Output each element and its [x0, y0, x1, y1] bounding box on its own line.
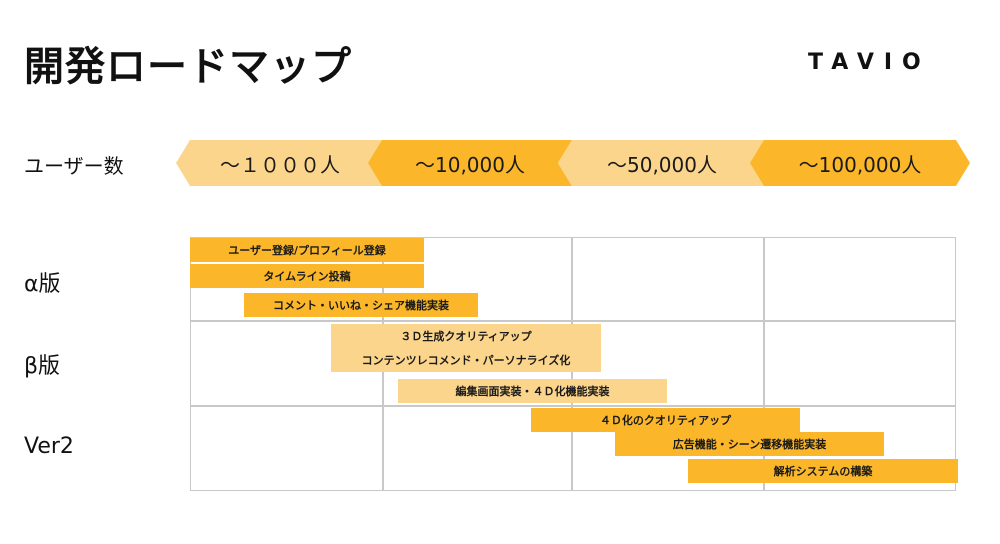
task-bar: ３Ｄ生成クオリティアップ	[331, 324, 601, 348]
task-label: ユーザー登録/プロフィール登録	[228, 244, 386, 257]
user-stage-3: ～50,000人	[558, 140, 766, 186]
user-stage-4-label: ～100,000人	[798, 152, 922, 177]
task-label: コンテンツレコメンド・パーソナライズ化	[361, 354, 571, 367]
grid-divider-h2	[191, 405, 955, 407]
task-label: 広告機能・シーン遷移機能実装	[672, 438, 827, 451]
users-label: ユーザー数	[24, 154, 124, 178]
task-label: 解析システムの構築	[773, 465, 873, 478]
user-stage-1: ～１０００人	[176, 140, 384, 186]
task-bar: 編集画面実装・４Ｄ化機能実装	[398, 379, 667, 403]
user-stage-3-label: ～50,000人	[607, 152, 717, 177]
row-label-alpha: α版	[24, 272, 61, 297]
task-bar: タイムライン投稿	[190, 264, 424, 288]
task-bar: コメント・いいね・シェア機能実装	[244, 293, 478, 317]
row-label-beta: β版	[24, 354, 61, 379]
user-stage-1-label: ～１０００人	[220, 152, 340, 177]
user-stage-4: ～100,000人	[750, 140, 970, 186]
task-label: 編集画面実装・４Ｄ化機能実装	[455, 385, 610, 398]
page-title: 開発ロードマップ	[24, 44, 352, 90]
grid-divider-v3	[763, 238, 765, 490]
task-label: ３Ｄ生成クオリティアップ	[400, 330, 532, 343]
task-bar: ４Ｄ化のクオリティアップ	[531, 408, 800, 432]
grid-divider-h1	[191, 320, 955, 322]
row-label-ver2: Ver2	[24, 434, 74, 459]
task-label: タイムライン投稿	[263, 270, 351, 283]
user-stage-2: ～10,000人	[368, 140, 572, 186]
task-label: コメント・いいね・シェア機能実装	[273, 299, 449, 312]
task-bar: ユーザー登録/プロフィール登録	[190, 238, 424, 262]
user-stage-2-label: ～10,000人	[415, 152, 525, 177]
task-bar: コンテンツレコメンド・パーソナライズ化	[331, 348, 601, 372]
task-label: ４Ｄ化のクオリティアップ	[599, 414, 732, 427]
brand-logo: TAVIO	[808, 50, 931, 75]
task-bar: 解析システムの構築	[688, 459, 958, 483]
task-bar: 広告機能・シーン遷移機能実装	[615, 432, 884, 456]
